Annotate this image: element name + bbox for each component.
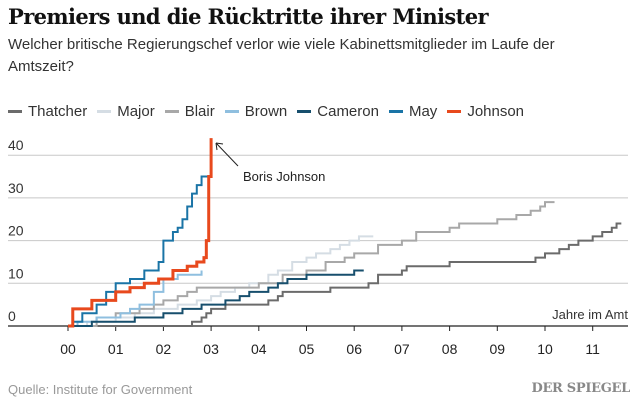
y-tick-label: 0 [8,308,16,324]
legend-swatch [164,110,179,113]
legend-item-major: Major [97,103,155,120]
legend-label: Brown [244,103,288,120]
legend: Thatcher Major Blair Brown Cameron May Johnson [8,103,524,120]
y-tick-label: 40 [8,137,24,153]
x-tick-label: 09 [490,341,506,357]
legend-swatch [297,110,312,113]
legend-swatch [8,110,22,113]
series-line-may [68,172,213,327]
x-tick-label: 03 [203,341,219,357]
legend-label: Cameron [317,103,379,120]
legend-swatch [97,110,112,113]
legend-label: Major [117,103,155,120]
chart-subtitle: Welcher britische Regierungschef verlor … [8,36,555,75]
x-tick-label: 10 [537,341,553,357]
legend-label: Johnson [467,103,525,120]
annotation-label: Boris Johnson [243,169,325,184]
legend-item-cameron: Cameron [297,103,379,120]
legend-label: Blair [184,103,215,120]
legend-item-thatcher: Thatcher [8,103,87,120]
legend-item-blair: Blair [164,103,215,120]
y-tick-label: 20 [8,223,24,239]
y-tick-label: 30 [8,180,24,196]
source-note: Quelle: Institute for Government [8,382,193,397]
legend-swatch [224,110,239,113]
legend-item-may: May [388,103,438,120]
legend-label: Thatcher [28,103,88,120]
legend-item-brown: Brown [224,103,288,120]
legend-label: May [408,103,438,120]
annotation-arrow [215,142,239,167]
x-tick-label: 06 [346,341,362,357]
x-axis-label: Jahre im Amt [552,307,628,322]
x-tick-label: 11 [585,341,600,357]
series-line-johnson [68,138,213,328]
y-tick-label: 10 [8,265,24,281]
series-line-cameron [68,269,364,327]
legend-item-johnson: Johnson [447,103,524,120]
legend-swatch [447,110,462,113]
x-tick-label: 05 [299,341,315,357]
x-tick-label: 01 [108,341,124,357]
x-tick-label: 00 [60,341,76,357]
x-tick-label: 04 [251,341,267,357]
x-tick-label: 07 [394,341,410,357]
annotation-arrowhead [215,142,224,151]
x-tick-label: 08 [442,341,458,357]
chart-title: Premiers und die Rücktritte ihrer Minist… [8,4,489,29]
brand-logo: DER SPIEGEL [531,381,630,396]
series-line-blair [68,201,555,327]
series-line-thatcher [68,222,622,327]
series-line-major [68,235,374,327]
legend-swatch [388,110,403,113]
x-tick-label: 02 [156,341,172,357]
